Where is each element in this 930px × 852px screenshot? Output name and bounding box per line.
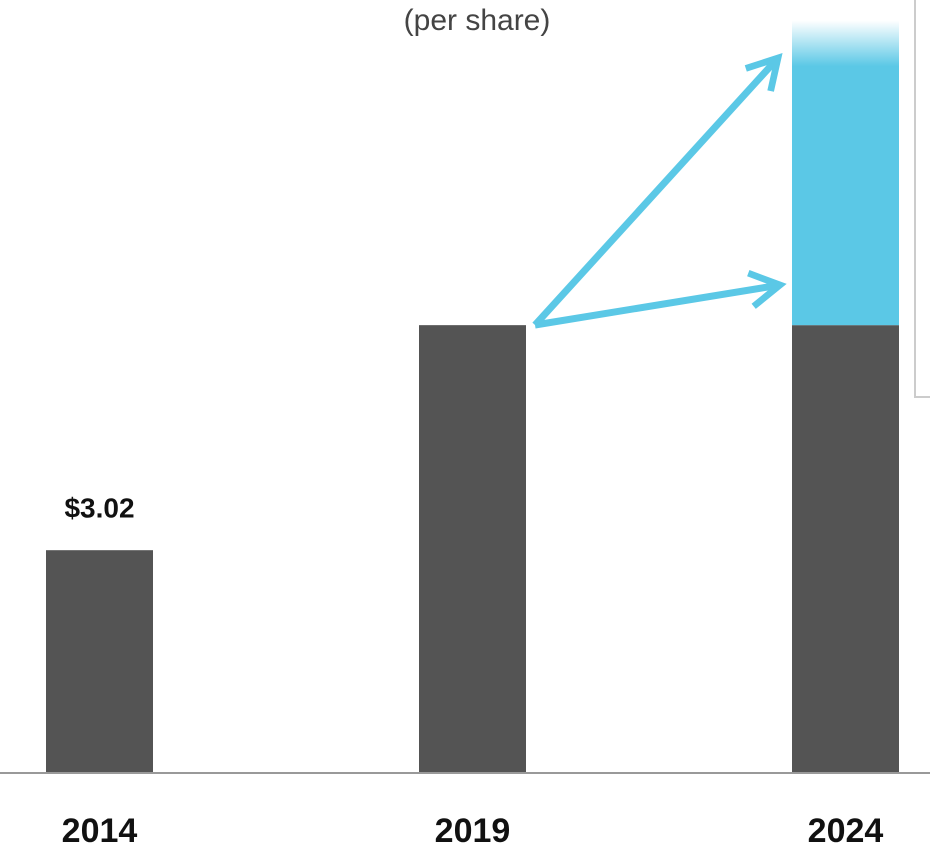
- bars: [46, 20, 899, 773]
- chart-title: (per share): [404, 4, 551, 37]
- data-label: $3.02: [64, 493, 134, 524]
- bar: [419, 325, 526, 773]
- side-panel: [914, 0, 930, 398]
- bar: [792, 20, 899, 326]
- bar: [46, 550, 153, 773]
- arrow: [534, 270, 787, 329]
- x-tick-label: 2024: [808, 812, 884, 850]
- x-tick-label: 2014: [62, 812, 138, 850]
- arrow: [532, 52, 783, 328]
- x-tick-label: 2019: [435, 812, 511, 850]
- bar: [792, 325, 899, 773]
